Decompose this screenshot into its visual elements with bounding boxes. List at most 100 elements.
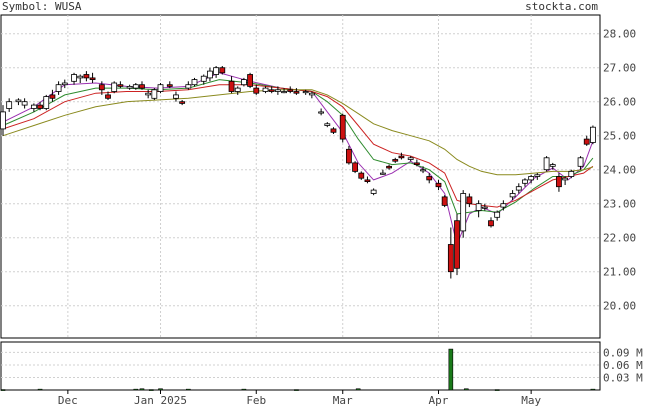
- price-tick-label: 27.00: [603, 62, 636, 75]
- candle: [185, 81, 192, 90]
- candle-body: [370, 189, 377, 194]
- candle: [352, 161, 358, 174]
- candle-body: [166, 84, 173, 87]
- candle-body: [21, 101, 28, 106]
- candle: [330, 127, 337, 134]
- candle: [302, 89, 309, 95]
- candle-body: [392, 159, 399, 162]
- candle: [281, 88, 287, 94]
- candle: [228, 76, 235, 94]
- candle-body: [191, 79, 198, 86]
- candle-body: [139, 84, 145, 89]
- x-tick-label: May: [521, 394, 541, 406]
- volume-bar: [355, 388, 361, 391]
- candle-body: [173, 94, 179, 99]
- volume-tick-label: 0.03 M: [603, 371, 643, 384]
- candle-body: [287, 89, 294, 92]
- volume-bar: [494, 389, 500, 391]
- candle: [515, 183, 522, 194]
- candle: [549, 162, 556, 170]
- candle-body: [447, 244, 454, 273]
- candle-body: [253, 87, 260, 94]
- candle: [98, 81, 105, 95]
- candle: [435, 179, 442, 191]
- candle-body: [386, 165, 392, 169]
- candle-body: [543, 157, 550, 171]
- candle: [15, 98, 22, 106]
- candle-body: [55, 84, 62, 92]
- volume-bar: [158, 388, 163, 391]
- candle-body: [308, 92, 315, 96]
- price-tick-label: 28.00: [603, 28, 636, 41]
- candle-body: [562, 177, 569, 181]
- candle: [460, 190, 467, 238]
- candle-body: [339, 114, 346, 140]
- candle: [577, 156, 584, 170]
- candle: [364, 176, 371, 184]
- candle: [139, 81, 145, 90]
- x-tick-label: Jan 2025: [134, 394, 187, 406]
- candle: [407, 156, 414, 162]
- candle-body: [435, 182, 442, 188]
- candle-body: [185, 84, 192, 89]
- candle-body: [219, 67, 226, 74]
- candle-body: [241, 79, 247, 86]
- candle: [494, 210, 501, 221]
- candle: [213, 66, 220, 78]
- candle-body: [293, 91, 300, 94]
- candle-body: [37, 104, 43, 109]
- candle: [55, 81, 62, 95]
- candle-body: [556, 176, 562, 188]
- candle: [398, 152, 405, 160]
- volume-bar: [186, 388, 191, 391]
- candle-body: [549, 164, 556, 167]
- price-panel: 28.00 27.00 26.00 25.00 24.00 23.00 22.00 21.00…: [0, 14, 636, 339]
- price-tick-label: 21.00: [603, 266, 636, 279]
- candle: [83, 71, 90, 82]
- candle: [466, 193, 473, 208]
- candle: [583, 135, 590, 146]
- candle-body: [302, 91, 309, 94]
- candle-body: [145, 92, 152, 96]
- candle: [386, 164, 392, 170]
- candle-body: [488, 220, 494, 227]
- volume-tick-label: 0.06 M: [603, 359, 643, 372]
- candle-body: [528, 176, 535, 181]
- candle-body: [346, 148, 352, 164]
- symbol-label: Symbol: WUSA: [2, 0, 82, 13]
- volume-bar: [0, 389, 6, 391]
- candle: [274, 86, 281, 95]
- candle-body: [234, 87, 241, 92]
- ema-line-4: [2, 89, 594, 176]
- candle: [346, 145, 352, 165]
- candle: [481, 203, 488, 211]
- x-tick-label: Mar: [333, 394, 353, 406]
- candle: [262, 86, 269, 94]
- candle-body: [111, 82, 118, 92]
- candle-body: [274, 89, 281, 92]
- candle: [111, 81, 118, 94]
- volume-bar: [148, 389, 154, 391]
- price-frame: [0, 14, 601, 339]
- candle-body: [500, 203, 507, 208]
- volume-frame: [0, 341, 601, 391]
- candle-body: [6, 101, 13, 109]
- ema-line-1: [2, 72, 594, 247]
- candle: [287, 86, 294, 94]
- volume-bar: [133, 388, 139, 391]
- candle: [77, 74, 84, 83]
- volume-bar: [241, 388, 247, 391]
- candle: [117, 81, 124, 89]
- volume-bar: [590, 388, 596, 391]
- candle-body: [475, 203, 482, 211]
- candle: [6, 98, 13, 112]
- candle-body: [420, 169, 426, 172]
- candle-body: [30, 104, 37, 109]
- volume-tick-label: 0.09 M: [603, 346, 643, 359]
- candle: [379, 169, 386, 175]
- candle-body: [43, 96, 50, 109]
- candle-body: [49, 94, 56, 99]
- x-tick-label: Feb: [246, 394, 266, 406]
- candle-body: [515, 186, 522, 191]
- candle-body: [61, 82, 68, 86]
